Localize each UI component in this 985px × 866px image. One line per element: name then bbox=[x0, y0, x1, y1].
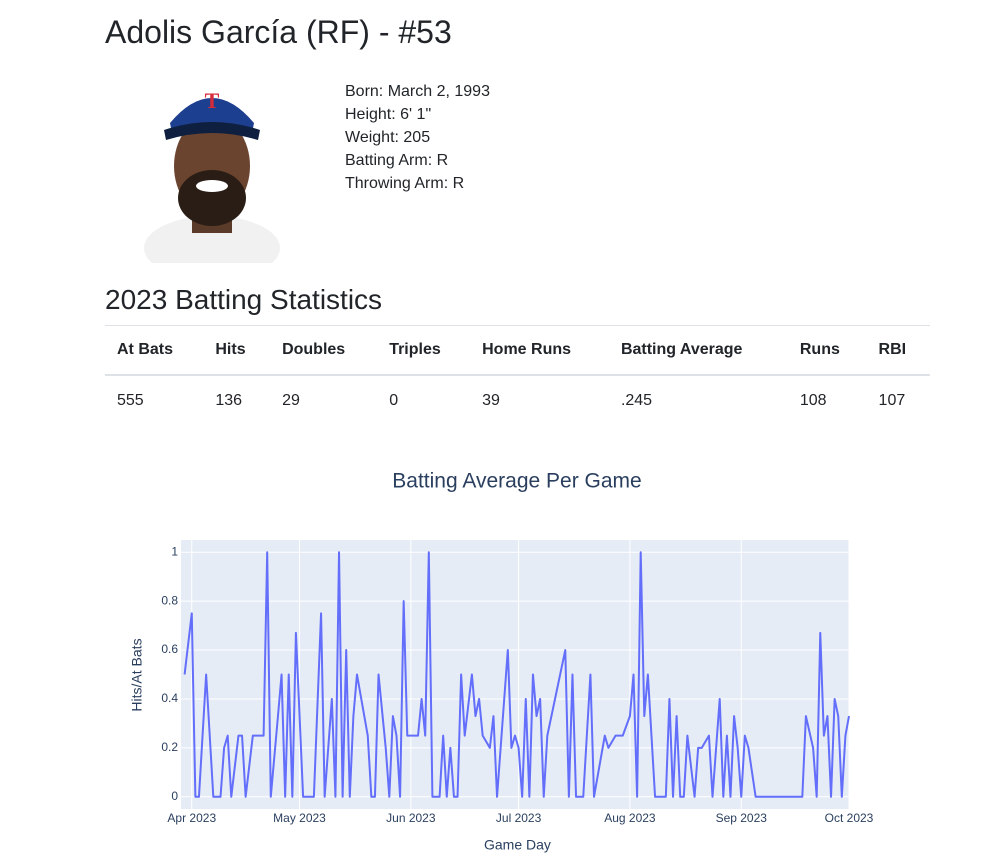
x-tick-label: Jul 2023 bbox=[496, 811, 542, 825]
info-line: Throwing Arm: R bbox=[345, 175, 465, 192]
column-header: Batting Average bbox=[608, 325, 788, 376]
x-tick-label: Oct 2023 bbox=[825, 811, 874, 825]
chart-title: Batting Average Per Game bbox=[392, 470, 641, 493]
table-cell: 0 bbox=[389, 392, 399, 409]
y-tick-label: 0.6 bbox=[161, 642, 178, 656]
x-tick-label: Aug 2023 bbox=[604, 811, 656, 825]
y-axis-title: Hits/At Bats bbox=[129, 638, 145, 711]
player-photo: T bbox=[144, 88, 280, 263]
column-header: Hits bbox=[203, 325, 271, 376]
table-cell: 29 bbox=[282, 392, 300, 409]
x-tick-label: Jun 2023 bbox=[386, 811, 436, 825]
section-title: 2023 Batting Statistics bbox=[105, 284, 383, 315]
table-cell: 39 bbox=[482, 392, 500, 409]
info-line: Batting Arm: R bbox=[345, 152, 449, 169]
x-tick-label: Sep 2023 bbox=[716, 811, 768, 825]
stats-table: At Bats Hits Doubles Triples Home Runs Battin… bbox=[105, 325, 930, 426]
table-cell: 107 bbox=[878, 392, 906, 409]
svg-text:T: T bbox=[205, 88, 220, 113]
y-tick-label: 0.2 bbox=[161, 740, 178, 754]
column-header: Runs bbox=[787, 325, 867, 376]
x-axis-title: Game Day bbox=[484, 837, 551, 853]
column-header: RBI bbox=[866, 325, 930, 376]
column-header: Home Runs bbox=[470, 325, 609, 376]
table-cell: 136 bbox=[215, 392, 243, 409]
data-line bbox=[183, 551, 850, 798]
info-line: Height: 6' 1" bbox=[345, 106, 432, 123]
header-row: At Bats Hits Doubles Triples Home Runs Battin… bbox=[105, 325, 930, 376]
table-row: 555 136 29 0 39 .245 108 107 bbox=[105, 375, 930, 426]
y-tick-label: 0.4 bbox=[161, 691, 178, 705]
info-line: Born: March 2, 1993 bbox=[345, 83, 490, 100]
chart: Batting Average Per Game Game Day Hits/A… bbox=[129, 470, 874, 853]
column-header: Doubles bbox=[270, 325, 378, 376]
y-tick-label: 0.8 bbox=[161, 593, 178, 607]
page-title: Adolis García (RF) - #53 bbox=[105, 14, 452, 50]
column-header: Triples bbox=[377, 325, 471, 376]
info-line: Weight: 205 bbox=[345, 129, 431, 146]
table-cell: .245 bbox=[620, 392, 653, 409]
column-header: At Bats bbox=[105, 325, 204, 376]
y-tick-label: 0 bbox=[171, 789, 178, 803]
y-tick-label: 1 bbox=[171, 544, 178, 558]
table-body: 555 136 29 0 39 .245 108 107 bbox=[105, 375, 930, 426]
table-cell: 108 bbox=[799, 392, 827, 409]
x-tick-label: Apr 2023 bbox=[167, 811, 216, 825]
player-info: Born: March 2, 1993 Height: 6' 1" Weight… bbox=[345, 80, 490, 195]
x-tick-label: May 2023 bbox=[273, 811, 326, 825]
table-cell: 555 bbox=[117, 392, 144, 409]
